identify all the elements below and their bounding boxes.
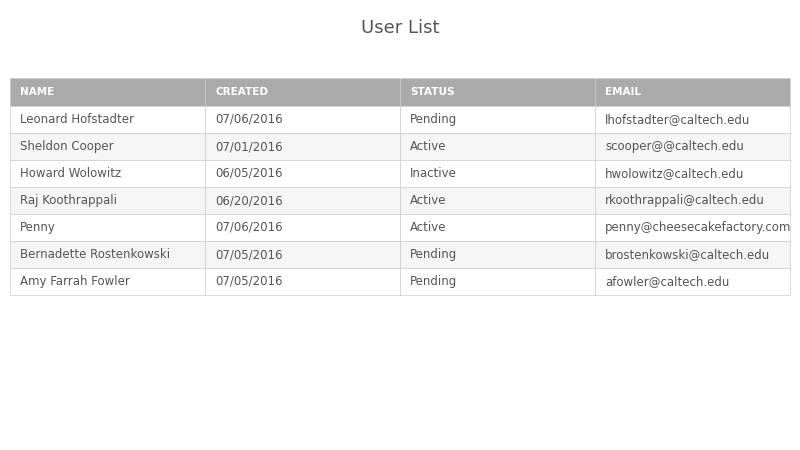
Text: NAME: NAME bbox=[20, 87, 54, 97]
Text: lhofstadter@caltech.edu: lhofstadter@caltech.edu bbox=[605, 113, 750, 126]
Bar bbox=[205, 241, 400, 268]
Bar bbox=[595, 214, 790, 241]
Bar bbox=[10, 133, 205, 160]
Bar bbox=[400, 106, 595, 133]
Bar bbox=[205, 133, 400, 160]
Bar bbox=[400, 133, 595, 160]
Text: Pending: Pending bbox=[410, 248, 458, 261]
Text: 07/01/2016: 07/01/2016 bbox=[215, 140, 282, 153]
Text: User List: User List bbox=[361, 19, 439, 37]
Text: Amy Farrah Fowler: Amy Farrah Fowler bbox=[20, 275, 130, 288]
Bar bbox=[10, 187, 205, 214]
Bar bbox=[205, 268, 400, 295]
Text: Howard Wolowitz: Howard Wolowitz bbox=[20, 167, 122, 180]
Text: penny@cheesecakefactory.com: penny@cheesecakefactory.com bbox=[605, 221, 791, 234]
Text: EMAIL: EMAIL bbox=[605, 87, 641, 97]
Text: scooper@@caltech.edu: scooper@@caltech.edu bbox=[605, 140, 744, 153]
Bar bbox=[595, 133, 790, 160]
Text: Active: Active bbox=[410, 140, 446, 153]
Bar bbox=[400, 187, 595, 214]
Text: 07/05/2016: 07/05/2016 bbox=[215, 248, 282, 261]
Text: Leonard Hofstadter: Leonard Hofstadter bbox=[20, 113, 134, 126]
Text: brostenkowski@caltech.edu: brostenkowski@caltech.edu bbox=[605, 248, 770, 261]
Text: 06/05/2016: 06/05/2016 bbox=[215, 167, 282, 180]
Text: rkoothrappali@caltech.edu: rkoothrappali@caltech.edu bbox=[605, 194, 765, 207]
Text: Sheldon Cooper: Sheldon Cooper bbox=[20, 140, 114, 153]
Text: afowler@caltech.edu: afowler@caltech.edu bbox=[605, 275, 730, 288]
Text: 07/05/2016: 07/05/2016 bbox=[215, 275, 282, 288]
Text: 07/06/2016: 07/06/2016 bbox=[215, 113, 282, 126]
Text: Raj Koothrappali: Raj Koothrappali bbox=[20, 194, 117, 207]
Text: Pending: Pending bbox=[410, 275, 458, 288]
Text: 06/20/2016: 06/20/2016 bbox=[215, 194, 282, 207]
Bar bbox=[10, 268, 205, 295]
Bar bbox=[400, 214, 595, 241]
Bar bbox=[595, 78, 790, 106]
Bar bbox=[400, 268, 595, 295]
Bar bbox=[10, 214, 205, 241]
Bar bbox=[205, 106, 400, 133]
Bar bbox=[205, 214, 400, 241]
Bar bbox=[400, 241, 595, 268]
Text: 07/06/2016: 07/06/2016 bbox=[215, 221, 282, 234]
Bar bbox=[10, 241, 205, 268]
Text: Active: Active bbox=[410, 194, 446, 207]
Bar bbox=[205, 187, 400, 214]
Text: CREATED: CREATED bbox=[215, 87, 268, 97]
Bar bbox=[595, 268, 790, 295]
Text: hwolowitz@caltech.edu: hwolowitz@caltech.edu bbox=[605, 167, 744, 180]
Bar bbox=[10, 106, 205, 133]
Bar bbox=[205, 160, 400, 187]
Bar bbox=[400, 78, 595, 106]
Bar bbox=[205, 78, 400, 106]
Text: Pending: Pending bbox=[410, 113, 458, 126]
Text: STATUS: STATUS bbox=[410, 87, 454, 97]
Text: Inactive: Inactive bbox=[410, 167, 457, 180]
Text: Penny: Penny bbox=[20, 221, 56, 234]
Text: Active: Active bbox=[410, 221, 446, 234]
Bar bbox=[10, 78, 205, 106]
Bar bbox=[595, 241, 790, 268]
Text: Bernadette Rostenkowski: Bernadette Rostenkowski bbox=[20, 248, 170, 261]
Bar bbox=[595, 187, 790, 214]
Bar bbox=[400, 160, 595, 187]
Bar bbox=[595, 106, 790, 133]
Bar bbox=[10, 160, 205, 187]
Bar bbox=[595, 160, 790, 187]
